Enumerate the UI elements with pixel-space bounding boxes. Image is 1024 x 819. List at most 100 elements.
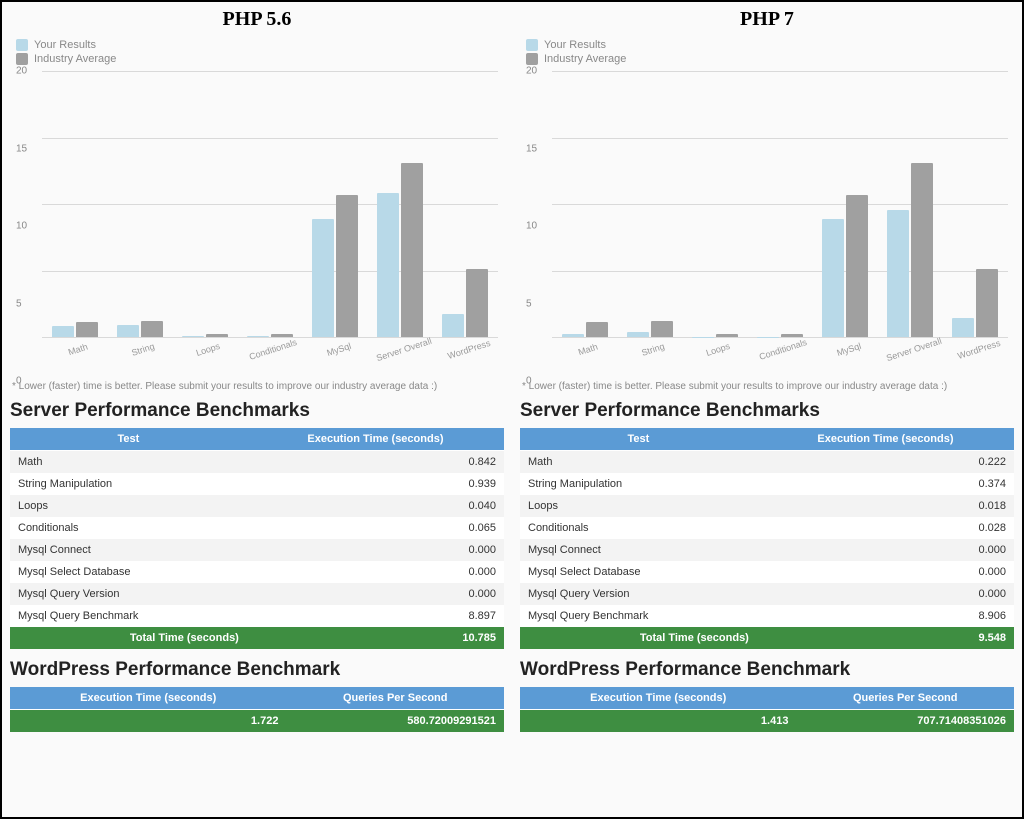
bar-group bbox=[368, 71, 433, 337]
table-row: String Manipulation0.939 bbox=[10, 473, 504, 495]
y-tick-label: 0 bbox=[16, 376, 22, 387]
table-row: Math0.222 bbox=[520, 451, 1014, 474]
y-tick-label: 20 bbox=[526, 66, 537, 77]
bar-group bbox=[303, 71, 368, 337]
cell-exec: 0.000 bbox=[247, 561, 504, 583]
total-value: 9.548 bbox=[757, 627, 1014, 649]
panel-title: PHP 7 bbox=[520, 8, 1014, 31]
panel-title: PHP 5.6 bbox=[10, 8, 504, 31]
cell-test: Conditionals bbox=[10, 517, 247, 539]
total-row: Total Time (seconds)10.785 bbox=[10, 627, 504, 649]
table-row: Conditionals0.028 bbox=[520, 517, 1014, 539]
bar-your bbox=[117, 325, 139, 338]
table-row: Loops0.018 bbox=[520, 495, 1014, 517]
total-row: Total Time (seconds)9.548 bbox=[520, 627, 1014, 649]
bar-industry bbox=[466, 269, 488, 337]
chart: MathStringLoopsConditionalsMySqlServer O… bbox=[520, 67, 1014, 377]
legend-your: Your Results bbox=[16, 39, 504, 51]
wp-heading: WordPress Performance Benchmark bbox=[10, 657, 504, 687]
table-row: String Manipulation0.374 bbox=[520, 473, 1014, 495]
legend-swatch-industry bbox=[16, 53, 28, 65]
table-row: Mysql Connect0.000 bbox=[10, 539, 504, 561]
bar-your bbox=[887, 210, 909, 337]
bar-group bbox=[747, 71, 812, 337]
bar-your bbox=[312, 219, 334, 337]
y-tick-label: 5 bbox=[526, 298, 532, 309]
col-exec: Execution Time (seconds) bbox=[247, 428, 504, 451]
bar-group bbox=[107, 71, 172, 337]
bar-group bbox=[552, 71, 617, 337]
cell-test: String Manipulation bbox=[520, 473, 757, 495]
table-row: Math0.842 bbox=[10, 451, 504, 474]
legend-industry: Industry Average bbox=[16, 53, 504, 65]
cell-test: Mysql Query Benchmark bbox=[10, 605, 247, 627]
wp-exec: 1.722 bbox=[10, 710, 286, 733]
bar-industry bbox=[401, 163, 423, 337]
panel-php7: PHP 7 Your Results Industry Average Math… bbox=[512, 2, 1022, 817]
cell-exec: 8.897 bbox=[247, 605, 504, 627]
cell-test: Math bbox=[10, 451, 247, 474]
y-tick-label: 20 bbox=[16, 66, 27, 77]
cell-exec: 0.000 bbox=[757, 539, 1014, 561]
cell-exec: 0.000 bbox=[757, 583, 1014, 605]
bar-your bbox=[377, 193, 399, 337]
bar-your bbox=[822, 219, 844, 337]
chart-bars bbox=[42, 71, 498, 337]
bar-group bbox=[617, 71, 682, 337]
cell-exec: 0.000 bbox=[247, 539, 504, 561]
bar-industry bbox=[846, 195, 868, 337]
col-test: Test bbox=[10, 428, 247, 451]
cell-exec: 0.842 bbox=[247, 451, 504, 474]
cell-test: Mysql Select Database bbox=[10, 561, 247, 583]
comparison-container: PHP 5.6 Your Results Industry Average Ma… bbox=[0, 0, 1024, 819]
y-tick-label: 10 bbox=[16, 221, 27, 232]
bar-group bbox=[943, 71, 1008, 337]
cell-test: Conditionals bbox=[520, 517, 757, 539]
col-test: Test bbox=[520, 428, 757, 451]
chart-xlabels: MathStringLoopsConditionalsMySqlServer O… bbox=[42, 339, 498, 377]
cell-exec: 0.939 bbox=[247, 473, 504, 495]
cell-test: Mysql Query Version bbox=[10, 583, 247, 605]
table-row: Mysql Query Version0.000 bbox=[520, 583, 1014, 605]
legend-swatch-industry bbox=[526, 53, 538, 65]
cell-exec: 0.040 bbox=[247, 495, 504, 517]
cell-test: Mysql Query Version bbox=[520, 583, 757, 605]
col-wp-qps: Queries Per Second bbox=[796, 687, 1014, 710]
legend-swatch-your bbox=[526, 39, 538, 51]
cell-test: Math bbox=[520, 451, 757, 474]
chart-legend: Your Results Industry Average bbox=[10, 35, 504, 65]
wp-qps: 580.72009291521 bbox=[286, 710, 504, 733]
wp-qps: 707.71408351026 bbox=[796, 710, 1014, 733]
cell-test: Mysql Connect bbox=[520, 539, 757, 561]
legend-label-industry: Industry Average bbox=[34, 53, 116, 65]
legend-label-industry: Industry Average bbox=[544, 53, 626, 65]
y-tick-label: 15 bbox=[526, 143, 537, 154]
wp-heading: WordPress Performance Benchmark bbox=[520, 657, 1014, 687]
legend-label-your: Your Results bbox=[34, 39, 96, 51]
bar-your bbox=[952, 318, 974, 337]
bar-group bbox=[813, 71, 878, 337]
cell-exec: 0.018 bbox=[757, 495, 1014, 517]
cell-exec: 0.222 bbox=[757, 451, 1014, 474]
bar-your bbox=[442, 314, 464, 337]
y-tick-label: 5 bbox=[16, 298, 22, 309]
chart: MathStringLoopsConditionalsMySqlServer O… bbox=[10, 67, 504, 377]
bar-your bbox=[52, 326, 74, 337]
bar-your bbox=[562, 334, 584, 337]
legend-your: Your Results bbox=[526, 39, 1014, 51]
server-table: Test Execution Time (seconds) Math0.842S… bbox=[10, 428, 504, 649]
cell-exec: 0.028 bbox=[757, 517, 1014, 539]
bar-group bbox=[878, 71, 943, 337]
bar-industry bbox=[911, 163, 933, 337]
bar-group bbox=[433, 71, 498, 337]
cell-exec: 0.374 bbox=[757, 473, 1014, 495]
bar-industry bbox=[336, 195, 358, 337]
col-wp-exec: Execution Time (seconds) bbox=[10, 687, 286, 710]
chart-xlabels: MathStringLoopsConditionalsMySqlServer O… bbox=[552, 339, 1008, 377]
cell-test: Mysql Connect bbox=[10, 539, 247, 561]
col-wp-qps: Queries Per Second bbox=[286, 687, 504, 710]
y-tick-label: 15 bbox=[16, 143, 27, 154]
chart-bars bbox=[552, 71, 1008, 337]
bar-group bbox=[42, 71, 107, 337]
y-tick-label: 0 bbox=[526, 376, 532, 387]
